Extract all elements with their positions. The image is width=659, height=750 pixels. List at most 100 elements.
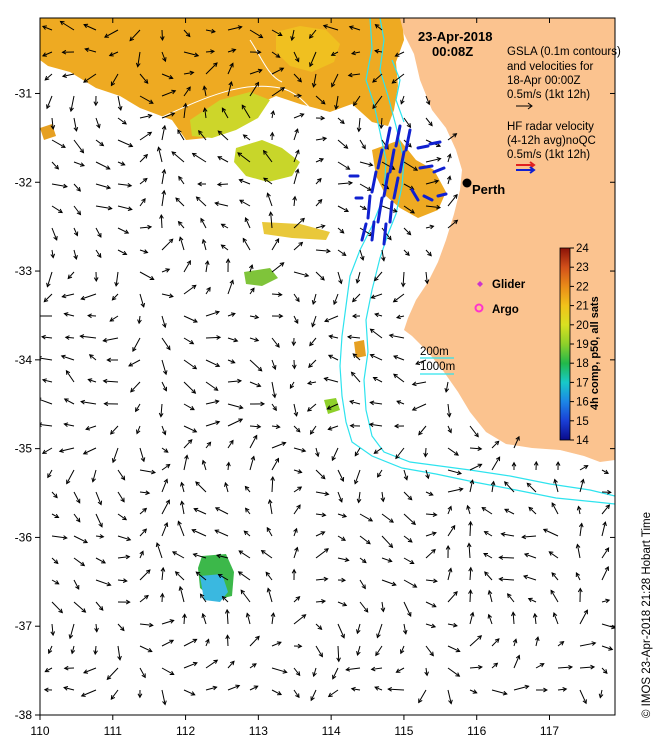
- gsla-arrow: [117, 139, 134, 148]
- gsla-arrow: [291, 359, 297, 370]
- gsla-arrow: [447, 487, 464, 493]
- gsla-arrow: [114, 271, 119, 287]
- gsla-arrow: [161, 425, 167, 436]
- gsla-arrow: [192, 552, 207, 559]
- gsla-arrow: [469, 463, 483, 471]
- gsla-arrow: [425, 204, 442, 210]
- gsla-arrow: [293, 469, 303, 474]
- hf-legend-line-3: 0.5m/s (1kt 12h): [507, 149, 590, 161]
- gsla-arrow: [491, 689, 508, 696]
- gsla-arrow: [91, 469, 97, 483]
- gsla-arrow: [425, 512, 438, 517]
- gsla-arrow: [359, 139, 366, 150]
- gsla-arrow: [198, 129, 207, 141]
- gsla-arrow: [80, 293, 97, 301]
- gsla-arrow: [511, 461, 517, 471]
- gsla-arrow: [577, 587, 583, 603]
- gsla-arrow: [73, 535, 89, 544]
- gsla-arrow: [205, 62, 218, 75]
- gsla-arrow: [80, 399, 97, 405]
- gsla-arrow: [161, 667, 175, 675]
- gsla-arrow: [372, 73, 383, 83]
- gsla-arrow: [265, 571, 273, 581]
- gsla-arrow: [337, 535, 346, 541]
- gsla-arrow: [178, 175, 185, 185]
- gsla-arrow: [491, 662, 499, 669]
- gsla-arrow: [332, 667, 339, 680]
- gsla-arrow: [85, 425, 97, 431]
- gsla-arrow: [337, 139, 349, 149]
- gsla-arrow: [249, 81, 260, 97]
- gsla-arrow: [161, 447, 169, 453]
- gsla-arrow: [50, 117, 56, 130]
- gsla-arrow: [271, 87, 286, 97]
- gsla-arrow: [103, 401, 119, 407]
- hf-arrow: [376, 196, 384, 224]
- gsla-arrow: [415, 359, 427, 365]
- gsla-arrow: [346, 334, 361, 340]
- gsla-arrow: [370, 293, 383, 299]
- gsla-arrow: [227, 62, 234, 75]
- gsla-arrow: [425, 491, 434, 496]
- hf-arrow: [388, 148, 396, 174]
- gsla-arrow: [139, 131, 153, 141]
- gsla-arrow: [104, 29, 119, 38]
- gsla-arrow: [370, 666, 383, 672]
- gsla-arrow: [216, 182, 229, 187]
- gsla-arrow: [51, 161, 60, 170]
- gsla-arrow: [139, 569, 151, 581]
- gsla-arrow: [403, 227, 412, 236]
- gsla-arrow: [227, 337, 239, 343]
- gsla-arrow: [93, 95, 99, 107]
- gsla-arrow: [350, 371, 361, 383]
- gsla-arrow: [51, 579, 60, 585]
- gsla-arrow: [315, 248, 331, 254]
- gsla-arrow: [202, 107, 208, 119]
- gsla-arrow: [139, 224, 153, 230]
- gsla-arrow: [271, 424, 281, 429]
- gsla-arrow: [425, 249, 432, 257]
- lon-tick-label: 116: [467, 724, 486, 738]
- gsla-arrow: [403, 161, 419, 171]
- gsla-arrow: [79, 334, 97, 339]
- gsla-arrow: [183, 284, 197, 295]
- gsla-arrow: [217, 156, 229, 163]
- gsla-arrow: [249, 663, 257, 669]
- hf-arrow: [428, 140, 442, 146]
- gsla-arrow: [381, 205, 398, 213]
- gsla-arrow: [61, 49, 75, 55]
- gsla-arrow: [73, 249, 78, 261]
- gsla-arrow: [403, 469, 409, 481]
- gsla-arrow: [381, 557, 393, 563]
- gsla-arrow: [293, 93, 303, 99]
- gsla-arrow: [178, 236, 185, 251]
- gsla-arrow: [183, 425, 198, 433]
- gsla-arrow: [110, 425, 119, 435]
- lat-tick-label: -32: [15, 175, 33, 189]
- gsla-arrow: [483, 531, 493, 537]
- gsla-arrow: [48, 645, 53, 655]
- colorbar-tick-label: 23: [576, 262, 589, 274]
- gsla-arrow: [425, 623, 437, 629]
- gsla-legend-line-1: GSLA (0.1m contours): [507, 46, 621, 58]
- gsla-arrow: [267, 498, 273, 515]
- gsla-arrow: [111, 447, 119, 464]
- gsla-arrow: [381, 535, 394, 549]
- gsla-arrow: [249, 424, 262, 429]
- gsla-arrow: [70, 645, 76, 655]
- gsla-arrow: [400, 645, 405, 655]
- gsla-arrow: [469, 479, 475, 493]
- map-frame: [39, 17, 616, 716]
- colorbar-tick-label: 20: [576, 320, 589, 332]
- gsla-arrow: [373, 447, 383, 454]
- gsla-arrow: [220, 223, 229, 229]
- gsla-arrow: [523, 574, 537, 581]
- gsla-arrow: [381, 249, 386, 262]
- gsla-arrow: [368, 422, 383, 428]
- gsla-arrow: [334, 95, 339, 111]
- gsla-arrow: [359, 205, 368, 210]
- gsla-arrow: [73, 513, 81, 523]
- bathy-1000m-contour: [339, 18, 615, 505]
- gsla-arrow: [289, 381, 295, 389]
- gsla-arrow: [484, 571, 493, 581]
